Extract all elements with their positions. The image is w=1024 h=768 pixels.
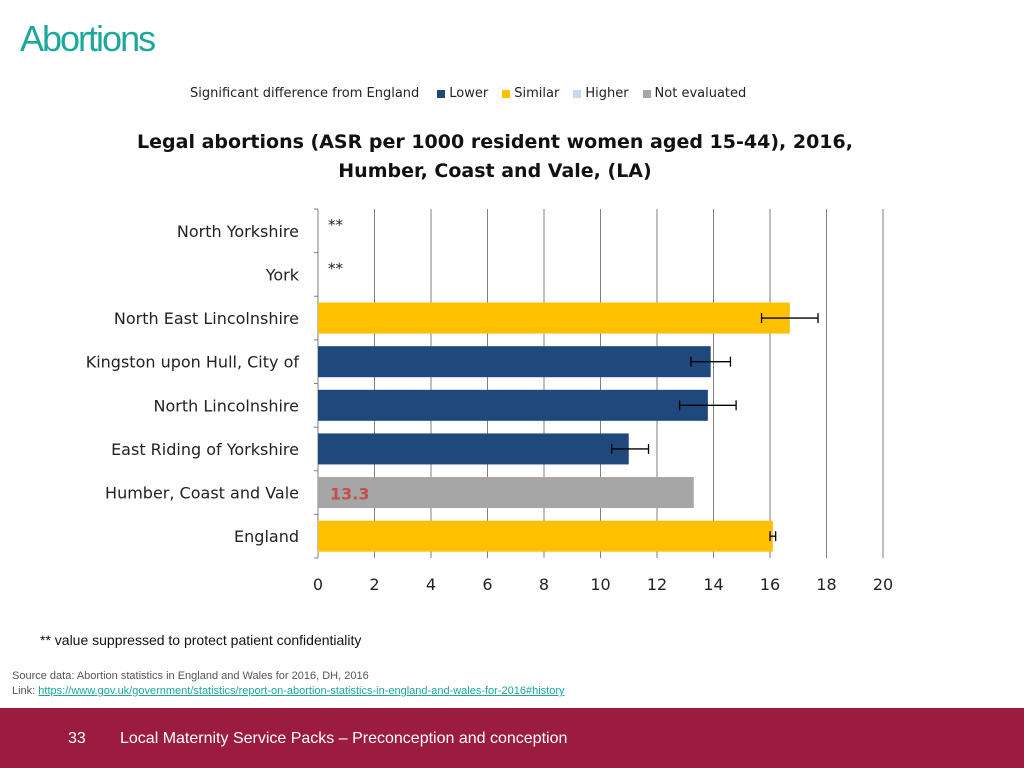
page-title: Abortions [20, 18, 156, 59]
category-label: Kingston upon Hull, City of [86, 353, 300, 372]
legend-title: Significant difference from England [190, 86, 420, 101]
category-label: North East Lincolnshire [114, 309, 299, 328]
source-link[interactable]: https://www.gov.uk/government/statistics… [38, 685, 565, 697]
category-label: Humber, Coast and Vale [105, 484, 299, 503]
category-label: England [234, 527, 299, 546]
bar [318, 302, 790, 334]
suppressed-marker: ** [328, 216, 344, 234]
legend-swatch-similar [502, 89, 511, 98]
legend-label-lower: Lower [449, 86, 489, 101]
legend-item-higher: Higher [573, 86, 629, 101]
category-label: York [265, 265, 300, 284]
chart-title-line2: Humber, Coast and Vale, (LA) [338, 160, 652, 182]
legend-item-lower: Lower [437, 86, 488, 101]
source-link-line: Link: https://www.gov.uk/government/stat… [12, 684, 565, 699]
legend-swatch-not-evaluated [642, 89, 651, 98]
x-tick-label: 4 [426, 575, 436, 594]
suppressed-marker: ** [328, 259, 344, 277]
legend-swatch-higher [573, 89, 582, 98]
category-label: East Riding of Yorkshire [111, 440, 299, 459]
x-tick-label: 12 [647, 575, 667, 594]
x-tick-label: 6 [482, 575, 492, 594]
bar [318, 520, 773, 552]
x-tick-label: 10 [590, 575, 610, 594]
footnote: ** value suppressed to protect patient c… [40, 632, 362, 648]
bar [318, 346, 711, 378]
legend-label-higher: Higher [585, 86, 629, 101]
x-tick-label: 0 [313, 575, 323, 594]
x-tick-label: 20 [873, 575, 893, 594]
legend-label-not-evaluated: Not evaluated [654, 86, 747, 101]
x-tick-label: 8 [539, 575, 549, 594]
bar [318, 477, 694, 509]
legend-label-similar: Similar [514, 86, 560, 101]
chart-title-line1: Legal abortions (ASR per 1000 resident w… [137, 131, 853, 153]
source-text: Source data: Abortion statistics in Engl… [12, 670, 369, 682]
legend-item-similar: Similar [502, 86, 559, 101]
source-note: Source data: Abortion statistics in Engl… [12, 669, 565, 699]
bar [318, 433, 629, 465]
bar [318, 389, 708, 421]
chart-title: Legal abortions (ASR per 1000 resident w… [100, 128, 890, 186]
link-prefix: Link: [12, 685, 39, 697]
x-tick-label: 16 [760, 575, 780, 594]
x-tick-label: 2 [369, 575, 379, 594]
footer-bar: 33 Local Maternity Service Packs – Preco… [0, 708, 1024, 768]
bar-chart: 0 2 4 6 8 10 12 14 16 18 20 North Yorkshire ** York **… [86, 208, 893, 594]
chart-legend: Significant difference from England Lowe… [190, 86, 760, 101]
category-label: North Yorkshire [177, 222, 299, 241]
x-tick-label: 14 [703, 575, 723, 594]
page-number: 33 [68, 730, 86, 747]
footer-text: Local Maternity Service Packs – Preconce… [120, 730, 568, 747]
category-label: North Lincolnshire [154, 396, 300, 415]
data-label: 13.3 [330, 485, 369, 504]
legend-item-not-evaluated: Not evaluated [642, 86, 747, 101]
x-tick-label: 18 [816, 575, 836, 594]
legend-swatch-lower [437, 89, 446, 98]
